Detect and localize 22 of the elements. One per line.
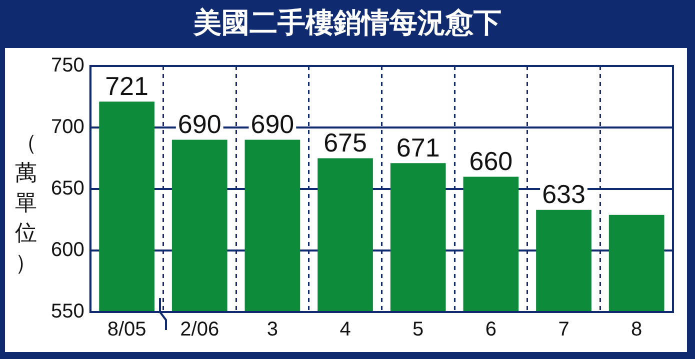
data-label: 721 bbox=[105, 70, 148, 101]
x-tick-label: 2/06 bbox=[180, 318, 220, 341]
data-label: 660 bbox=[469, 146, 513, 176]
data-label: 690 bbox=[250, 108, 294, 139]
x-tick-label: 6 bbox=[485, 318, 496, 341]
data-label: 633 bbox=[542, 179, 586, 210]
y-tick-label: 650 bbox=[50, 178, 84, 200]
x-tick-label: 8 bbox=[631, 318, 642, 341]
x-tick-label: 5 bbox=[412, 318, 424, 341]
data-label: 671 bbox=[396, 132, 440, 162]
y-tick-label: 700 bbox=[50, 116, 84, 138]
x-tick-label: 7 bbox=[558, 318, 570, 341]
y-tick-label: 550 bbox=[50, 300, 84, 323]
chart-title: 美國二手樓銷情每況愈下 bbox=[192, 5, 502, 41]
y-tick-label: 600 bbox=[50, 239, 84, 262]
x-tick-label: 4 bbox=[340, 318, 351, 341]
x-tick-label: 8/05 bbox=[107, 318, 146, 341]
y-tick-label: 750 bbox=[50, 54, 84, 77]
x-tick-label: 3 bbox=[266, 318, 278, 341]
y-axis-title: （萬單位） bbox=[14, 130, 38, 278]
data-label: 690 bbox=[178, 108, 222, 139]
data-label: 675 bbox=[324, 127, 367, 158]
